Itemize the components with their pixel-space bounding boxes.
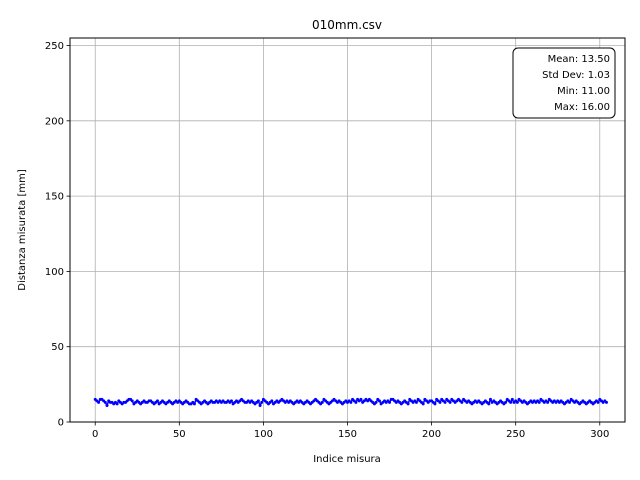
data-point [596,400,600,404]
stats-mean: Mean: 13.50 [548,54,610,65]
data-point [546,400,550,404]
y-axis: 0 50 100 150 200 250 [45,41,70,429]
data-point [115,402,119,406]
x-tick-label: 300 [590,429,609,440]
y-axis-label: Distanza misurata [mm] [17,169,28,291]
series-line [93,397,608,408]
chart-title: 010mm.csv [312,18,382,32]
data-point [320,400,324,404]
data-point [443,400,447,404]
data-point [105,403,109,407]
x-tick-label: 150 [338,429,357,440]
data-point [359,397,363,401]
data-point [406,402,410,406]
data-point [349,400,353,404]
x-tick-label: 250 [506,429,525,440]
y-tick-label: 200 [45,116,64,127]
y-tick-label: 100 [45,267,64,278]
data-point [229,399,233,403]
data-point [438,400,442,404]
data-point [155,399,159,403]
y-tick-label: 0 [58,418,64,429]
data-point [510,397,514,401]
data-point [192,402,196,406]
data-point [605,400,608,404]
data-point [354,400,358,404]
data-point [377,399,381,403]
data-point [260,400,264,404]
x-tick-label: 200 [422,429,441,440]
data-point [504,400,508,404]
data-point [414,400,418,404]
data-point [488,397,492,401]
data-point [388,400,392,404]
stats-box: Mean: 13.50 Std Dev: 1.03 Min: 11.00 Max… [512,47,616,119]
data-point [448,400,452,404]
x-tick-label: 50 [173,429,186,440]
y-tick-label: 150 [45,192,64,203]
data-point [421,402,425,406]
data-point [537,400,541,404]
data-point [97,400,101,404]
data-point [258,403,262,407]
y-tick-label: 250 [45,41,64,52]
data-point [433,402,437,406]
data-point [568,400,571,404]
stats-std: Std Dev: 1.03 [542,70,610,81]
x-axis: 0 50 100 150 200 250 300 [92,422,609,440]
stats-min: Min: 11.00 [557,86,610,97]
x-tick-label: 0 [92,429,98,440]
data-point [509,400,513,404]
data-point [515,400,519,404]
stats-max: Max: 16.00 [554,102,610,113]
data-point [460,400,464,404]
data-point [103,400,107,404]
data-point [374,400,378,404]
x-tick-label: 100 [254,429,273,440]
data-point [256,399,260,403]
y-tick-label: 50 [51,342,64,353]
x-axis-label: Indice misura [313,454,381,465]
data-point [130,399,134,403]
data-point [487,402,491,406]
data-point [270,399,274,403]
